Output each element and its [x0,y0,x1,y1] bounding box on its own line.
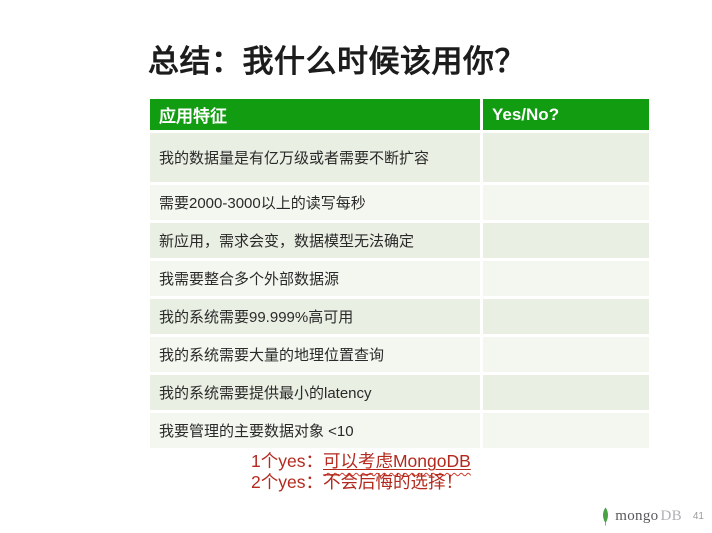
table-row: 我的系统需要99.999%高可用 [150,296,649,336]
table-row: 我要管理的主要数据对象 <10 [150,410,649,448]
table-row: 我需要整合多个外部数据源 [150,258,649,298]
feature-table-header: 应用特征 Yes/No? [150,99,649,132]
feature-table: 应用特征 Yes/No? 我的数据量是有亿万级或者需要不断扩容 需要2000-30… [150,99,649,448]
conclusion-line1-prefix: 1个yes： [251,451,323,471]
yesno-cell [481,372,649,412]
conclusion-line1-highlight: 可以考虑MongoDB [322,451,471,471]
feature-cell: 我的系统需要提供最小的latency [150,372,483,412]
table-row: 我的系统需要大量的地理位置查询 [150,334,649,374]
yesno-cell [481,182,649,222]
feature-cell: 我的系统需要99.999%高可用 [150,296,483,336]
brand-name-primary: mongo [615,508,659,524]
header-row: 应用特征 Yes/No? [150,99,649,132]
page-number: 41 [692,511,704,522]
yesno-cell [481,410,649,448]
brand-name-secondary: DB [660,508,682,524]
yesno-cell [481,296,649,336]
mongodb-brand: mongo DB 41 [600,507,704,526]
table-row: 新应用，需求会变，数据模型无法确定 [150,220,649,260]
yesno-cell [481,334,649,374]
slide-title: 总结：我什么时候该用你？ [148,44,526,79]
yesno-cell [481,130,649,184]
yesno-cell [481,258,649,298]
header-cell-feature: 应用特征 [150,99,483,132]
table-row: 需要2000-3000以上的读写每秒 [150,182,649,222]
feature-cell: 我的数据量是有亿万级或者需要不断扩容 [150,130,483,184]
feature-table-body: 我的数据量是有亿万级或者需要不断扩容 需要2000-3000以上的读写每秒 新应用，… [150,130,649,448]
mongodb-leaf-icon [603,507,609,526]
feature-cell: 需要2000-3000以上的读写每秒 [150,182,483,222]
conclusion-line-1: 1个yes：可以考虑MongoDB [251,451,471,472]
table-row: 我的系统需要提供最小的latency [150,372,649,412]
conclusion-text: 1个yes：可以考虑MongoDB 2个yes：不会后悔的选择！ [251,451,471,493]
yesno-cell [481,220,649,260]
feature-cell: 新应用，需求会变，数据模型无法确定 [150,220,483,260]
feature-cell: 我的系统需要大量的地理位置查询 [150,334,483,374]
header-cell-yesno: Yes/No? [481,99,649,132]
conclusion-line-2: 2个yes：不会后悔的选择！ [251,472,463,492]
table-row: 我的数据量是有亿万级或者需要不断扩容 [150,130,649,184]
feature-cell: 我需要整合多个外部数据源 [150,258,483,298]
feature-cell: 我要管理的主要数据对象 <10 [150,410,483,448]
